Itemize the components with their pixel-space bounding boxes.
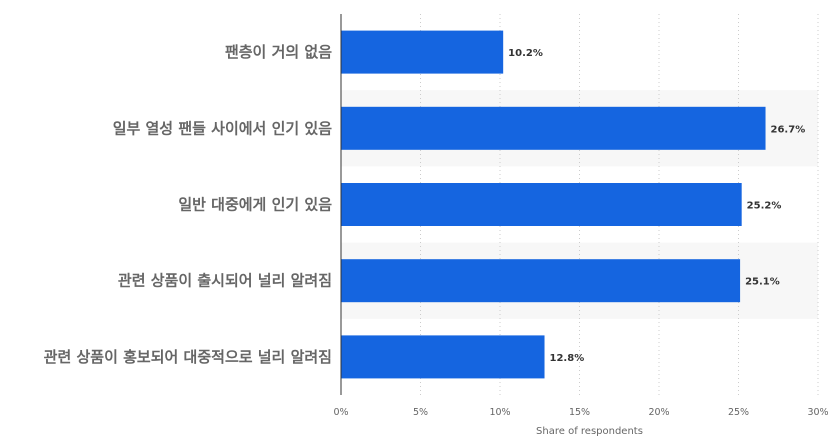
x-tick-label: 30% bbox=[807, 407, 828, 418]
value-label: 25.2% bbox=[747, 201, 782, 212]
x-tick-label: 10% bbox=[489, 407, 510, 418]
category-label: 일반 대중에게 인기 있음 bbox=[178, 196, 332, 214]
x-tick-labels: 0% 5% 10% 15% 20% 25% 30% bbox=[333, 407, 828, 418]
bar bbox=[341, 106, 766, 150]
value-labels: 10.2% 26.7% 25.2% 25.1% 12.8% bbox=[508, 48, 805, 364]
category-label: 팬층이 거의 없음 bbox=[225, 43, 332, 61]
x-tick-label: 15% bbox=[569, 407, 590, 418]
category-label: 관련 상품이 홍보되어 대중적으로 널리 알려짐 bbox=[44, 348, 332, 366]
value-label: 25.1% bbox=[745, 277, 780, 288]
value-label: 26.7% bbox=[771, 124, 806, 135]
x-axis-title: Share of respondents bbox=[536, 426, 643, 437]
bar bbox=[341, 259, 741, 303]
bar bbox=[341, 30, 504, 74]
x-tick-label: 20% bbox=[648, 407, 669, 418]
x-tick-label: 5% bbox=[413, 407, 428, 418]
category-label: 일부 열성 팬들 사이에서 인기 있음 bbox=[113, 119, 333, 137]
bar bbox=[341, 335, 545, 379]
category-label: 관련 상품이 출시되어 널리 알려짐 bbox=[118, 272, 332, 290]
value-label: 12.8% bbox=[550, 353, 585, 364]
x-tick-label: 25% bbox=[728, 407, 749, 418]
bars bbox=[341, 30, 766, 379]
value-label: 10.2% bbox=[508, 48, 543, 59]
bar bbox=[341, 183, 742, 226]
x-tick-label: 0% bbox=[333, 407, 348, 418]
